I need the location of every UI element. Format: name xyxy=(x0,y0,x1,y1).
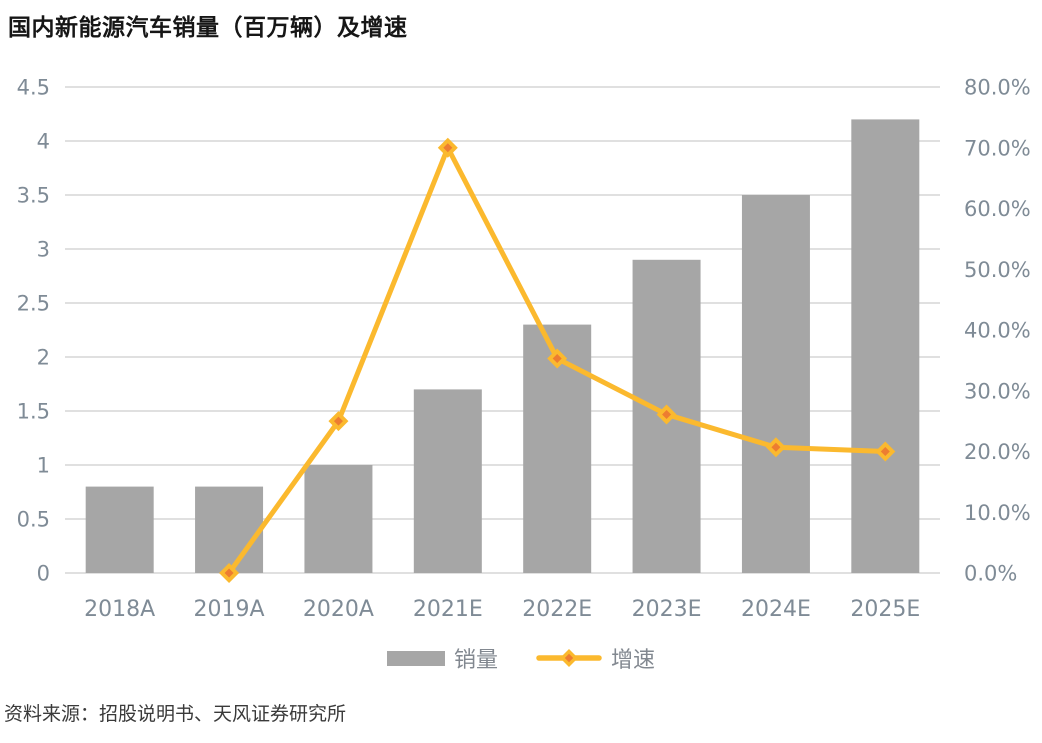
bar-2025E xyxy=(851,119,920,574)
left-axis-tick-label: 3 xyxy=(37,238,50,262)
right-axis-tick-label: 80.0% xyxy=(964,76,1031,100)
sales-bar-swatch-icon xyxy=(386,650,445,666)
growth-line-swatch-icon xyxy=(536,649,602,667)
right-axis-tick-label: 70.0% xyxy=(964,136,1031,160)
left-axis-tick-label: 4.5 xyxy=(17,76,50,100)
right-axis-tick-label: 50.0% xyxy=(964,258,1031,282)
line-marker-center-2025E xyxy=(880,447,890,456)
legend-label-sales: 销量 xyxy=(453,648,498,673)
x-axis-label-2022E: 2022E xyxy=(522,597,592,622)
right-axis-tick-label: 30.0% xyxy=(964,379,1031,403)
right-axis-tick-label: 0.0% xyxy=(964,562,1017,586)
source-note: 资料来源：招股说明书、天风证券研究所 xyxy=(4,703,347,725)
chart-legend: 销量 增速 xyxy=(0,642,1042,674)
x-axis-label-2024E: 2024E xyxy=(741,597,811,622)
left-axis-tick-label: 1 xyxy=(37,454,50,478)
left-axis-tick-label: 2 xyxy=(37,346,50,370)
x-axis-label-2025E: 2025E xyxy=(850,597,920,622)
x-axis-label-2023E: 2023E xyxy=(632,597,702,622)
bar-2018A xyxy=(85,486,154,573)
right-axis-tick-label: 40.0% xyxy=(964,319,1031,343)
x-axis-label-2020A: 2020A xyxy=(303,597,374,622)
left-axis-tick-label: 2.5 xyxy=(17,292,50,316)
left-axis-tick-label: 1.5 xyxy=(17,400,50,424)
legend-item-growth: 增速 xyxy=(536,642,655,674)
bar-2020A xyxy=(304,465,373,573)
chart-title: 国内新能源汽车销量（百万辆）及增速 xyxy=(8,15,408,41)
left-axis-tick-label: 0.5 xyxy=(17,508,50,532)
left-axis-tick-label: 3.5 xyxy=(17,184,50,208)
x-axis-label-2019A: 2019A xyxy=(194,597,265,622)
line-marker-center-2022E xyxy=(552,354,562,364)
line-marker-center-2021E xyxy=(443,143,453,153)
line-marker-center-2019A xyxy=(224,568,234,578)
line-marker-center-2023E xyxy=(662,409,672,419)
left-axis-tick-label: 4 xyxy=(37,130,50,154)
x-axis-label-2021E: 2021E xyxy=(413,597,483,622)
right-axis-tick-label: 20.0% xyxy=(964,440,1031,464)
bar-2021E xyxy=(413,389,482,573)
right-axis-tick-label: 10.0% xyxy=(964,501,1031,525)
bar-2019A xyxy=(195,486,264,573)
left-axis-tick-label: 0 xyxy=(37,562,50,586)
combo-chart: 0 0.5 1 1.5 2 2.5 3 3.5 4 4.5 0.0% 10.0% 20.0% 30.0% 4… xyxy=(17,76,1031,623)
x-axis-label-2018A: 2018A xyxy=(84,597,155,622)
line-marker-center-2020A xyxy=(333,416,343,426)
bar-2024E xyxy=(741,195,810,573)
legend-item-sales: 销量 xyxy=(386,642,498,674)
right-axis-tick-label: 60.0% xyxy=(964,197,1031,221)
legend-label-growth: 增速 xyxy=(611,648,656,673)
line-marker-center-2024E xyxy=(771,442,781,452)
